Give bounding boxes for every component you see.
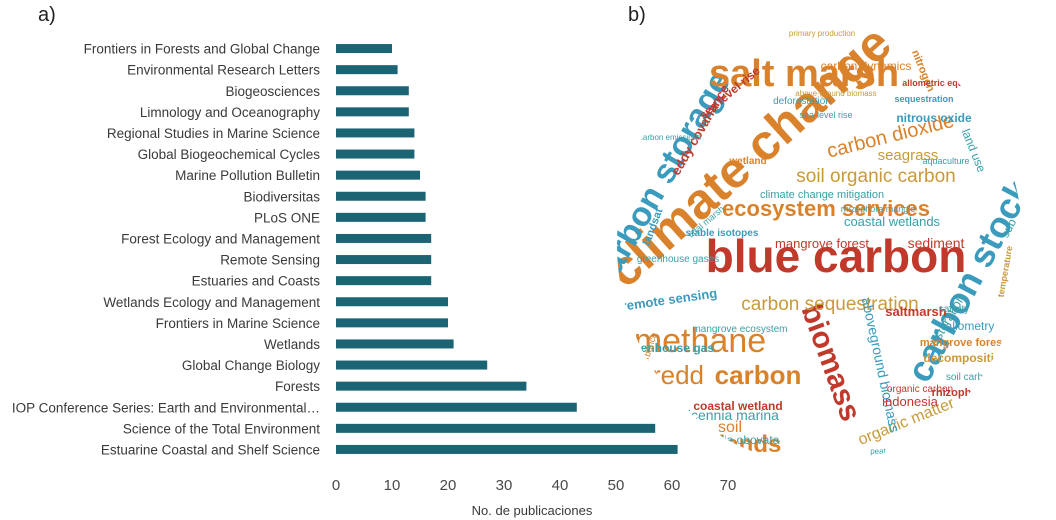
bar [336,212,426,222]
category-label: Limnology and Oceanography [140,105,320,120]
bar [336,339,454,349]
bar [336,65,398,75]
word-cloud-term: coastal wetland [693,399,782,413]
category-label: IOP Conference Series: Earth and Environ… [12,400,320,415]
bar [336,423,656,433]
category-label: Wetlands [264,337,320,352]
word-cloud-term: kandelia obovata [689,433,780,447]
bar [336,276,432,286]
category-label: PLoS ONE [254,210,320,225]
word-cloud-term: allometry [946,319,995,333]
bar [336,233,432,243]
word-cloud-term: climate change mitigation [760,189,884,201]
category-label: Regional Studies in Marine Science [107,126,320,141]
bar [336,297,448,307]
category-label: Frontiers in Forests and Global Change [84,42,320,57]
word-cloud-term: biomass [795,300,868,426]
panel-b-label: b) [628,4,646,26]
category-label: Environmental Research Letters [127,63,320,78]
bar [336,255,432,265]
word-cloud-term: salinity [939,304,970,315]
word-cloud-term: allometric equations [902,78,990,88]
word-cloud-term: rhizophora mangle [841,204,916,214]
x-tick-label: 40 [552,477,569,494]
x-tick-label: 60 [664,477,681,494]
word-cloud-term: wetland [728,156,766,167]
word-cloud-term: ecosystem services [722,196,930,221]
word-cloud-term: organic carbon [887,384,953,395]
word-cloud-term: indonesia [882,394,938,409]
category-label: Estuaries and Coasts [192,274,321,289]
word-cloud-term: land use [959,127,989,175]
word-cloud-term: carbon dynamics [821,59,912,73]
bar [336,170,420,180]
x-axis-label: No. de publicaciones [472,503,593,518]
word-cloud-term: greenhouse gases [637,254,719,265]
word-cloud-term: salt marsh [709,53,899,95]
x-tick-label: 10 [384,477,401,494]
bar [336,44,392,54]
category-label: Biogeosciences [225,84,320,99]
word-cloud-term: stable isotopes [686,228,759,239]
word-cloud-term: carbon sequestration [741,294,918,315]
x-tick-label: 70 [720,477,737,494]
word-cloud-term: primary production [789,29,855,38]
word-cloud-term: mangrove ecosystem [692,324,787,335]
word-cloud-term: saltmarsh [885,304,946,319]
word-cloud-term: blue carbon [706,230,967,282]
bar [336,86,409,96]
word-cloud-term: sea-level rise [799,110,852,120]
category-label: Biodiversitas [243,189,320,204]
bar [336,191,426,201]
word-cloud-term: carbon [715,360,802,390]
category-label: Science of the Total Environment [123,421,320,436]
panel-a-label: a) [38,4,56,26]
category-label: Frontiers in Marine Science [156,316,320,331]
word-cloud-term: carbon emissions [639,133,701,142]
word-cloud-term: peat [870,447,886,456]
category-label: Forest Ecology and Management [121,231,320,246]
word-cloud-term: mangrove forests [920,337,1012,349]
word-cloud-term: decomposition [923,351,1008,365]
category-label: Forests [275,379,320,394]
word-cloud-term: soil [718,419,742,436]
x-tick-label: 0 [332,477,340,494]
bar-chart: Frontiers in Forests and Global Change En… [12,42,737,518]
word-cloud-term: sediment [908,235,965,251]
bar [336,381,527,391]
bar [336,149,415,159]
bar [336,360,488,370]
word-cloud-term: deforestation [773,96,831,107]
word-cloud-term: mangrove forest [775,236,869,251]
word-cloud-term: global warming [691,457,765,469]
category-label: Global Biogeochemical Cycles [138,147,321,162]
bar [336,128,415,138]
word-cloud-term: methane [634,322,766,360]
word-cloud-term: nitrous oxide [896,111,972,125]
category-label: Wetlands Ecology and Management [103,295,320,310]
category-label: Marine Pollution Bulletin [175,168,320,183]
x-tick-label: 30 [496,477,513,494]
word-cloud-term: redd [652,360,704,390]
word-cloud-term: soil carbon [946,372,994,383]
word-cloud-term: seagrass [878,147,939,164]
word-cloud-term: above-ground biomass [795,89,876,98]
word-cloud-term: coastal wetlands [844,214,941,229]
bar [336,402,577,412]
word-cloud-term: aquaculture [922,156,969,166]
x-tick-label: 20 [440,477,457,494]
x-tick-label: 50 [608,477,625,494]
word-cloud-term: greenhouse gas [622,341,714,355]
category-label: Global Change Biology [182,358,320,373]
word-cloud-term: sequestration [894,94,953,104]
category-label: Remote Sensing [220,253,320,268]
bar [336,444,678,454]
bar [336,318,448,328]
category-label: Estuarine Coastal and Shelf Science [101,442,320,457]
word-cloud-term: soil organic carbon [796,166,955,187]
word-cloud-term: avicennia marina [673,407,779,423]
bar [336,107,409,117]
